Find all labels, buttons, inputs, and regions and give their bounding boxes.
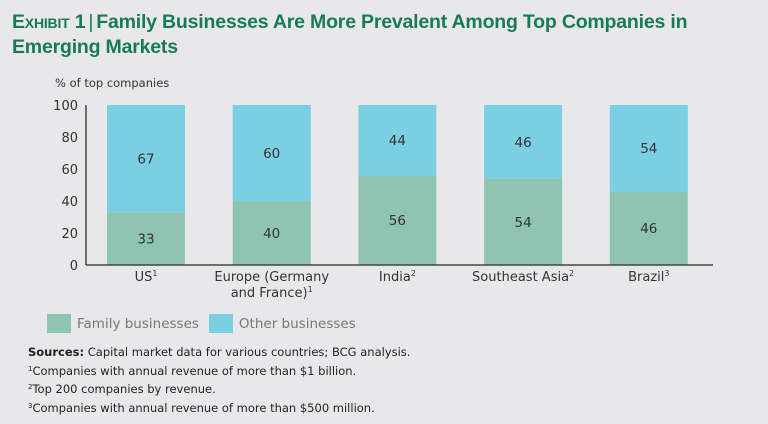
- data-label: 67: [137, 152, 154, 168]
- footnote-mark: 3: [28, 401, 33, 410]
- data-label: 33: [137, 232, 154, 248]
- bar-segment-other: [484, 105, 563, 179]
- bar-segment-other: [107, 105, 185, 213]
- chart-title: Exhibit 1 | Family Businesses Are More Pre…: [12, 10, 762, 60]
- x-tick-label: Southeast Asia2: [472, 269, 574, 285]
- x-tick-label: US1: [135, 269, 158, 285]
- footnote-text: Companies with annual revenue of more th…: [32, 363, 357, 378]
- exhibit-label: Exhibit 1: [12, 11, 86, 33]
- bar-segment-family: [484, 178, 563, 265]
- sources-label: Sources:: [28, 345, 85, 359]
- legend-swatch-other: [208, 314, 233, 333]
- y-axis-label: % of top companies: [55, 76, 170, 90]
- y-tick-label: 80: [61, 131, 78, 146]
- footnote-1: 1Companies with annual revenue of more t…: [28, 361, 410, 380]
- sources-text: Capital market data for various countrie…: [87, 345, 411, 359]
- footnote-2: 2Top 200 companies by revenue.: [28, 379, 410, 398]
- title-separator: |: [88, 11, 94, 33]
- legend-label-family: Family businesses: [77, 315, 199, 332]
- x-tick-label: India2: [379, 269, 416, 285]
- legend-item-other: Other businesses: [208, 314, 356, 333]
- data-label: 40: [263, 226, 280, 242]
- bar-segment-other: [232, 105, 311, 201]
- legend-item-family: Family businesses: [47, 314, 199, 333]
- bar-segment-family: [358, 175, 437, 265]
- footnote-mark: 2: [28, 383, 33, 391]
- bar-segment-family: [609, 191, 688, 265]
- y-tick-label: 100: [53, 99, 78, 114]
- data-label: 46: [640, 221, 657, 237]
- legend: Family businesses Other businesses: [47, 314, 366, 333]
- footnotes: Sources: Capital market data for various…: [28, 344, 410, 416]
- y-tick-label: 40: [61, 195, 78, 210]
- title-text: Family Businesses Are More Prevalent Amo…: [12, 11, 688, 58]
- data-label: 56: [389, 213, 406, 229]
- data-label: 44: [389, 133, 406, 149]
- legend-swatch-family: [47, 314, 71, 333]
- footnote-text: Companies with annual revenue of more th…: [32, 400, 375, 415]
- y-tick-label: 20: [61, 227, 78, 242]
- y-tick-label: 0: [70, 259, 78, 274]
- footnote-3: 3Companies with annual revenue of more t…: [28, 398, 410, 417]
- bar-segment-other: [358, 105, 437, 176]
- legend-label-other: Other businesses: [238, 315, 356, 332]
- data-label: 60: [263, 146, 280, 162]
- bar-segment-family: [107, 212, 185, 265]
- footnote-mark: 1: [28, 364, 33, 373]
- data-label: 54: [515, 215, 532, 231]
- data-label: 46: [515, 135, 532, 151]
- footnote-text: Top 200 companies by revenue.: [32, 382, 216, 396]
- y-tick-label: 60: [61, 163, 78, 178]
- sources-line: Sources: Capital market data for various…: [28, 344, 410, 361]
- data-label: 54: [640, 141, 657, 157]
- bar-segment-other: [609, 105, 688, 192]
- x-tick-label: Europe (Germany and France)1: [214, 270, 329, 301]
- x-tick-label: Brazil3: [628, 269, 669, 285]
- bar-segment-family: [232, 201, 311, 265]
